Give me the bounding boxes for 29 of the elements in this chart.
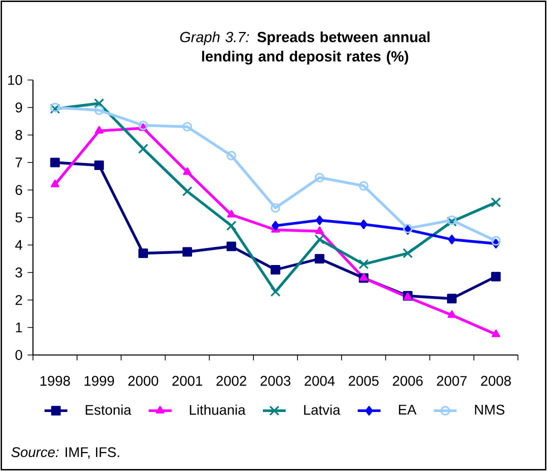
x-tick-label: 2007 bbox=[436, 376, 467, 386]
y-tick-label: 2 bbox=[16, 295, 22, 305]
y-tick-label: 8 bbox=[16, 130, 22, 140]
chart-title: Graph 3.7: Spreads between annual lending and deposit rates (%) bbox=[180, 31, 430, 65]
x-tick-label: 2003 bbox=[260, 376, 290, 386]
y-tick-label: 7 bbox=[16, 158, 22, 168]
legend-label: Lithuania bbox=[190, 404, 246, 415]
x-tick-label: 1998 bbox=[40, 376, 70, 386]
y-tick-label: 10 bbox=[8, 75, 22, 85]
x-tick-label: 2005 bbox=[348, 376, 379, 386]
x-tick-label: 2004 bbox=[304, 376, 335, 386]
y-tick-label: 1 bbox=[16, 322, 22, 332]
x-tick-label: 2002 bbox=[216, 376, 246, 386]
x-tick-label: 2000 bbox=[128, 376, 158, 386]
y-tick-label: 0 bbox=[15, 350, 22, 360]
legend-label: EA bbox=[398, 404, 416, 414]
x-tick-label: 2008 bbox=[481, 376, 511, 386]
y-tick-label: 5 bbox=[15, 212, 22, 222]
y-tick-label: 3 bbox=[15, 268, 22, 278]
legend-label: Estonia bbox=[86, 404, 132, 415]
x-tick-label: 2001 bbox=[172, 376, 202, 386]
legend-label: Latvia bbox=[304, 404, 340, 415]
x-tick-label: 1999 bbox=[84, 376, 114, 386]
legend-label: NMS bbox=[475, 404, 504, 415]
text: Source: IMF, IFS. bbox=[11, 447, 120, 459]
y-tick-label: 4 bbox=[15, 240, 22, 250]
x-tick-label: 2006 bbox=[392, 376, 423, 386]
y-tick-label: 6 bbox=[16, 185, 22, 195]
y-tick-label: 9 bbox=[16, 102, 22, 112]
